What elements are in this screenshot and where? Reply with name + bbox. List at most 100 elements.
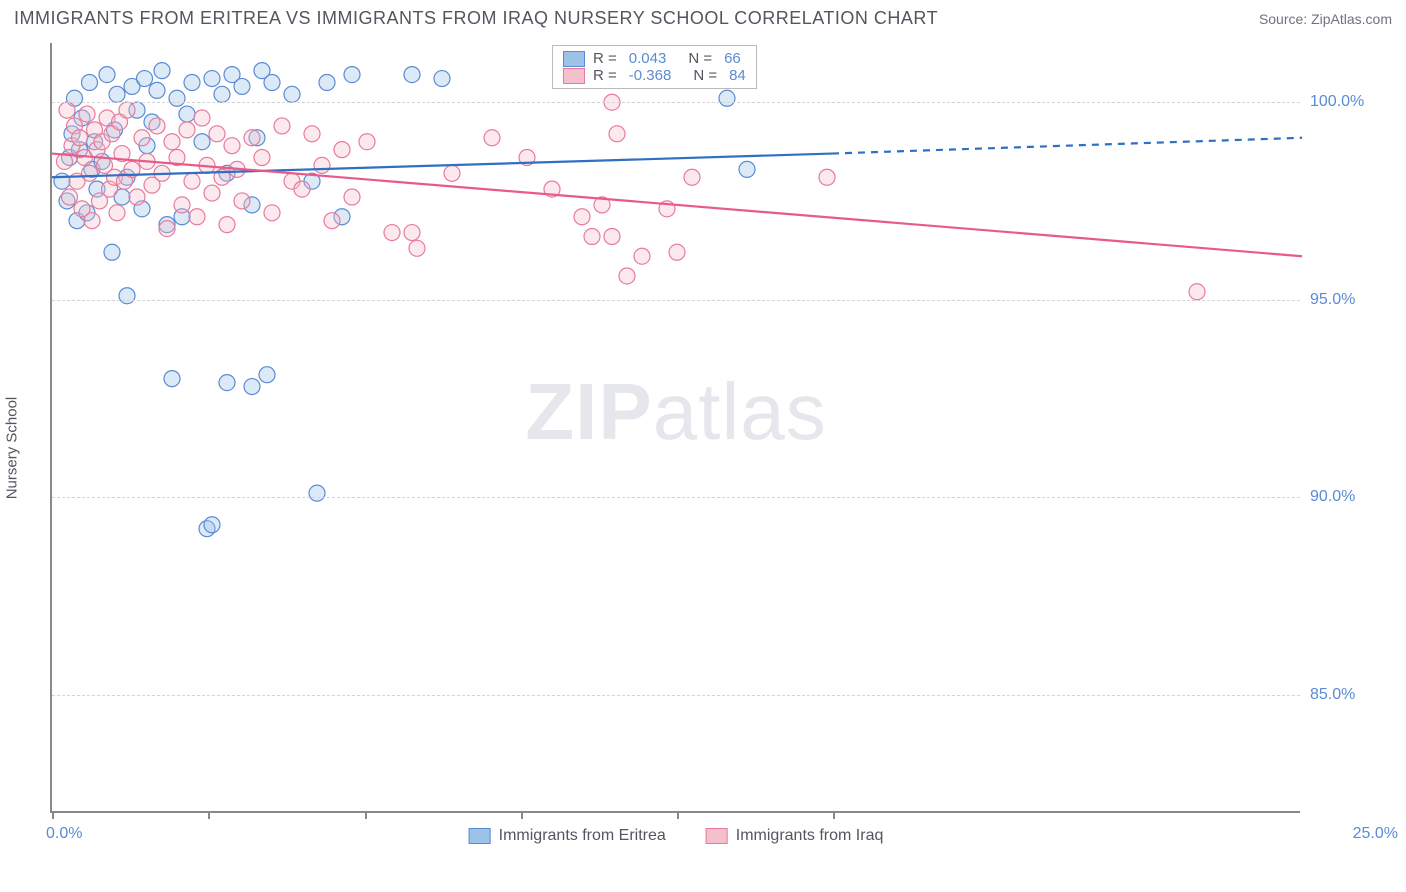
data-point [169, 90, 185, 106]
n-label-2: N = [693, 67, 717, 84]
data-point [739, 161, 755, 177]
data-point [344, 189, 360, 205]
correlation-legend: R = 0.043 N = 66 R = -0.368 N = 84 [552, 45, 757, 89]
data-point [234, 193, 250, 209]
data-point [59, 102, 75, 118]
data-point [684, 169, 700, 185]
data-point [234, 78, 250, 94]
n-label: N = [688, 50, 712, 67]
swatch-eritrea [563, 51, 585, 67]
data-point [819, 169, 835, 185]
data-point [384, 225, 400, 241]
data-point [119, 102, 135, 118]
swatch-iraq-bottom [706, 828, 728, 844]
data-point [259, 367, 275, 383]
data-point [319, 74, 335, 90]
data-point [99, 67, 115, 83]
y-tick-label: 95.0% [1310, 291, 1390, 309]
y-tick-label: 90.0% [1310, 488, 1390, 506]
r-value-eritrea: 0.043 [629, 50, 667, 67]
data-point [204, 517, 220, 533]
series-legend: Immigrants from Eritrea Immigrants from … [469, 827, 884, 845]
data-point [149, 118, 165, 134]
data-point [444, 165, 460, 181]
data-point [54, 173, 70, 189]
data-point [294, 181, 310, 197]
data-point [129, 189, 145, 205]
x-tick [521, 811, 523, 819]
data-point [119, 288, 135, 304]
plot-region: ZIPatlas R = 0.043 N = 66 R = -0.368 N =… [50, 43, 1300, 813]
gridline [52, 497, 1300, 498]
data-point [669, 244, 685, 260]
legend-row-eritrea: R = 0.043 N = 66 [563, 50, 746, 67]
chart-area: Nursery School ZIPatlas R = 0.043 N = 66… [0, 33, 1406, 863]
data-point [304, 126, 320, 142]
data-point [194, 110, 210, 126]
data-point [149, 82, 165, 98]
scatter-svg [52, 43, 1302, 813]
data-point [484, 130, 500, 146]
y-axis-label: Nursery School [4, 397, 21, 500]
data-point [79, 106, 95, 122]
data-point [154, 63, 170, 79]
data-point [604, 228, 620, 244]
data-point [204, 185, 220, 201]
data-point [174, 197, 190, 213]
x-tick [208, 811, 210, 819]
data-point [719, 90, 735, 106]
data-point [274, 118, 290, 134]
data-point [344, 67, 360, 83]
data-point [179, 122, 195, 138]
x-tick [52, 811, 54, 819]
data-point [219, 375, 235, 391]
x-tick [677, 811, 679, 819]
data-point [409, 240, 425, 256]
legend-row-iraq: R = -0.368 N = 84 [563, 67, 746, 84]
data-point [404, 225, 420, 241]
x-tick [365, 811, 367, 819]
swatch-eritrea-bottom [469, 828, 491, 844]
trend-line-extrapolated [832, 138, 1302, 154]
data-point [404, 67, 420, 83]
data-point [184, 173, 200, 189]
r-value-iraq: -0.368 [629, 67, 672, 84]
data-point [264, 205, 280, 221]
data-point [324, 213, 340, 229]
data-point [179, 106, 195, 122]
data-point [72, 130, 88, 146]
swatch-iraq [563, 68, 585, 84]
data-point [334, 142, 350, 158]
data-point [194, 134, 210, 150]
data-point [109, 86, 125, 102]
data-point [109, 205, 125, 221]
data-point [164, 134, 180, 150]
data-point [209, 126, 225, 142]
data-point [314, 157, 330, 173]
data-point [309, 485, 325, 501]
data-point [82, 74, 98, 90]
data-point [84, 213, 100, 229]
gridline [52, 300, 1300, 301]
data-point [254, 150, 270, 166]
legend-item-eritrea: Immigrants from Eritrea [469, 827, 666, 845]
data-point [62, 189, 78, 205]
data-point [434, 71, 450, 87]
y-tick-label: 85.0% [1310, 686, 1390, 704]
data-point [204, 71, 220, 87]
data-point [264, 74, 280, 90]
x-tick [833, 811, 835, 819]
data-point [104, 244, 120, 260]
data-point [244, 379, 260, 395]
data-point [224, 138, 240, 154]
data-point [184, 74, 200, 90]
legend-label-eritrea: Immigrants from Eritrea [499, 827, 666, 845]
data-point [134, 130, 150, 146]
data-point [359, 134, 375, 150]
r-label: R = [593, 50, 617, 67]
data-point [219, 217, 235, 233]
y-tick-label: 100.0% [1310, 93, 1390, 111]
r-label-2: R = [593, 67, 617, 84]
data-point [159, 221, 175, 237]
data-point [214, 86, 230, 102]
